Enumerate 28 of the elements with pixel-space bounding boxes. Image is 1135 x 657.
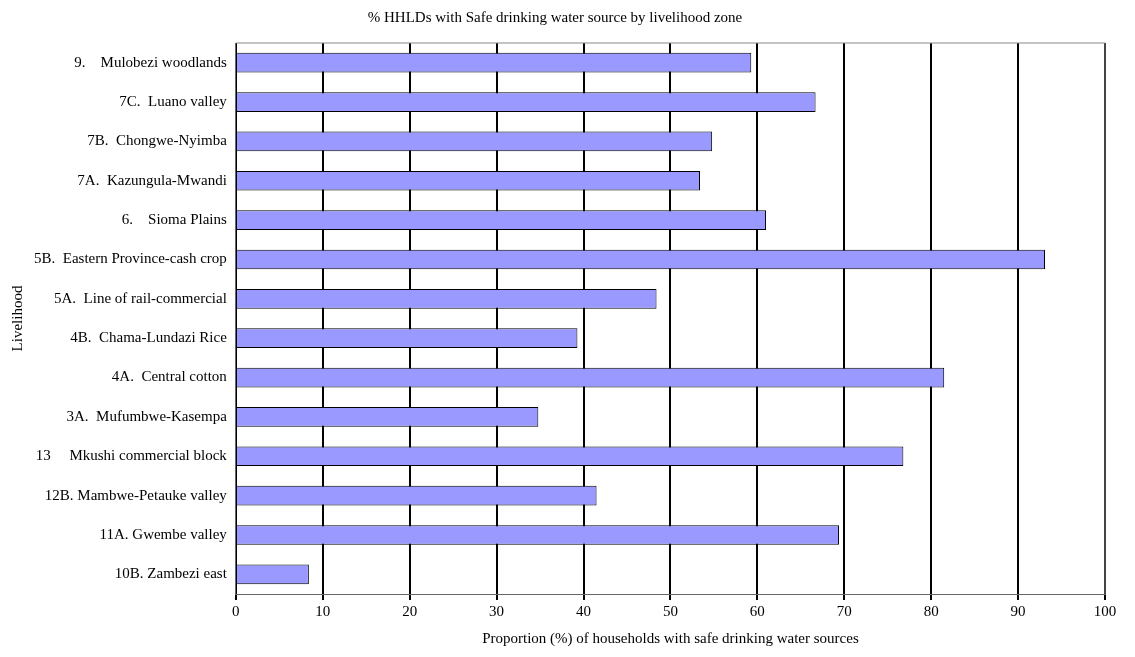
- chart-title: % HHLDs with Safe drinking water source by livelihood zone: [367, 8, 743, 25]
- y-tick-label: 11A. Gwembe valley: [99, 525, 228, 542]
- x-tick-label: 0: [232, 602, 240, 619]
- x-tick-label: 80: [923, 602, 939, 619]
- x-tick-label: 50: [662, 602, 678, 619]
- x-tick-label: 20: [402, 602, 418, 619]
- y-tick-label: 6. Sioma Plains: [121, 211, 228, 228]
- x-tick-label: 30: [489, 602, 505, 619]
- x-tick-label: 10: [315, 602, 331, 619]
- x-axis-title: Proportion (%) of households with safe drinking water sources: [482, 629, 859, 647]
- y-tick-label: 5B. Eastern Province-cash crop: [33, 250, 227, 267]
- y-tick-label: 4B. Chama-Lundazi Rice: [70, 329, 228, 346]
- y-tick-label: 10B. Zambezi east: [114, 565, 228, 582]
- y-tick-label: 4A. Central cotton: [111, 368, 228, 385]
- x-tick-label: 60: [749, 602, 765, 619]
- y-tick-label: 5A. Line of rail-commercial: [53, 289, 227, 306]
- y-tick-label: 3A. Mufumbwe-Kasempa: [66, 407, 228, 424]
- x-tick-label: 40: [576, 602, 592, 619]
- y-tick-label: 7C. Luano valley: [119, 92, 228, 109]
- y-tick-label: 7A. Kazungula-Mwandi: [77, 171, 227, 188]
- y-tick-label: 12B. Mambwe-Petauke valley: [44, 486, 228, 503]
- x-tick-label: 100: [1093, 602, 1117, 619]
- x-tick-label: 90: [1010, 602, 1026, 619]
- y-tick-label: 7B. Chongwe-Nyimba: [87, 132, 228, 149]
- y-tick-label: 13 Mkushi commercial block: [35, 447, 228, 464]
- y-tick-label: 9. Mulobezi woodlands: [74, 53, 228, 70]
- y-axis-title: Livelihood: [8, 285, 25, 352]
- x-tick-label: 70: [836, 602, 852, 619]
